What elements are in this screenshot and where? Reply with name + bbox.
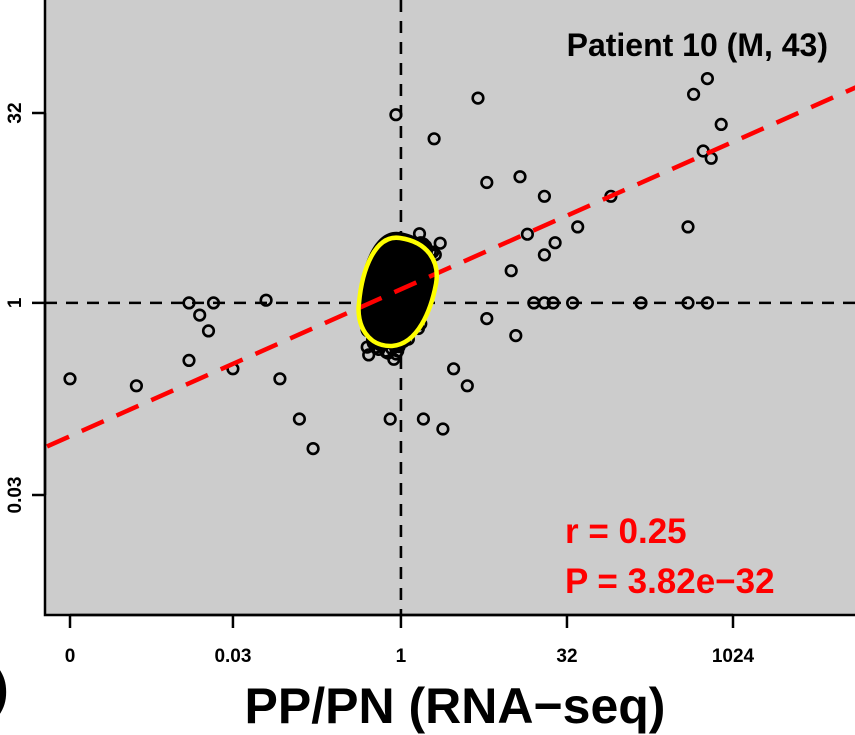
- data-point: [387, 352, 401, 366]
- density-contour: [356, 235, 439, 349]
- x-axis-label: PP/PN (RNA−seq): [245, 678, 666, 734]
- x-tick-label: 0: [65, 646, 76, 667]
- data-point: [571, 220, 585, 234]
- data-point: [686, 87, 701, 101]
- y-tick-label: 32: [5, 102, 26, 123]
- data-point: [504, 264, 518, 278]
- data-point: [471, 91, 485, 105]
- data-point: [306, 442, 320, 456]
- data-point: [548, 236, 562, 250]
- data-point: [537, 189, 552, 203]
- correlation-r-label: r = 0.25: [565, 512, 687, 551]
- clipped-parenthesis-glyph: ): [0, 660, 9, 716]
- data-point: [416, 412, 431, 426]
- data-point: [714, 117, 728, 131]
- x-tick-label: 1: [396, 646, 407, 667]
- plot-background: [43, 0, 855, 617]
- y-tick-label: 0.03: [5, 477, 26, 514]
- p-value-label: P = 3.82e−32: [565, 562, 775, 601]
- data-point: [273, 372, 287, 386]
- data-point: [259, 293, 273, 307]
- data-point: [436, 422, 450, 436]
- regression-fit-line: [45, 85, 855, 450]
- data-point: [480, 312, 494, 326]
- data-point: [63, 372, 77, 386]
- data-point: [513, 170, 527, 184]
- x-tick-label: 32: [556, 646, 577, 667]
- data-point: [362, 348, 376, 362]
- chart-title: Patient 10 (M, 43): [567, 27, 828, 63]
- data-point: [681, 220, 695, 234]
- data-point: [292, 412, 307, 426]
- data-point: [460, 379, 474, 393]
- reference-lines-layer: [45, 0, 855, 615]
- data-point: [129, 379, 143, 393]
- data-point: [383, 412, 397, 426]
- y-tick-label: 1: [5, 297, 26, 308]
- data-point: [700, 71, 715, 86]
- x-tick-label: 0.03: [214, 646, 251, 667]
- data-point: [427, 132, 441, 146]
- data-point: [520, 227, 535, 241]
- data-point: [447, 362, 461, 376]
- data-point: [480, 175, 494, 190]
- data-point: [537, 248, 552, 262]
- data-point: [433, 236, 447, 250]
- data-point: [193, 308, 207, 322]
- data-point: [201, 324, 216, 338]
- data-point: [509, 329, 523, 343]
- density-contour-layer: [356, 235, 439, 349]
- axes-layer: 0 0.03 1 32 1024 0.03 1 32: [5, 102, 755, 667]
- data-point: [182, 353, 196, 368]
- x-tick-label: 1024: [712, 646, 755, 667]
